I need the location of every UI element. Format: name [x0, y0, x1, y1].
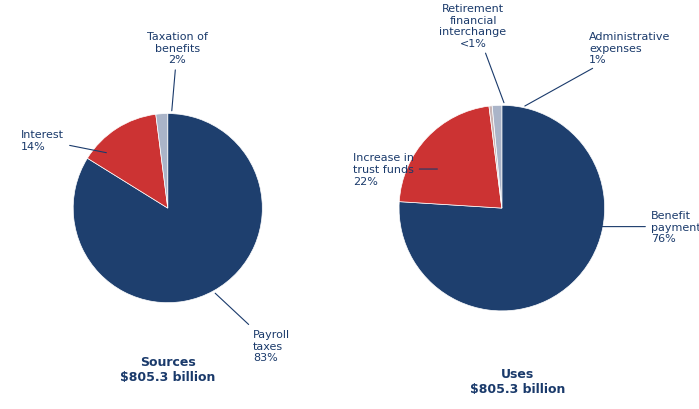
Wedge shape: [73, 114, 262, 303]
Wedge shape: [399, 106, 605, 311]
Text: Payroll
taxes
83%: Payroll taxes 83%: [215, 294, 290, 362]
Text: Railroad
Retirement
financial
interchange
<1%: Railroad Retirement financial interchang…: [440, 0, 507, 103]
Text: Interest
14%: Interest 14%: [21, 130, 106, 153]
Text: Sources
$805.3 billion: Sources $805.3 billion: [120, 355, 215, 383]
Text: Uses
$805.3 billion: Uses $805.3 billion: [470, 368, 565, 396]
Wedge shape: [156, 114, 168, 209]
Wedge shape: [492, 106, 502, 209]
Text: Increase in
trust funds
22%: Increase in trust funds 22%: [353, 153, 438, 186]
Text: Administrative
expenses
1%: Administrative expenses 1%: [525, 32, 670, 107]
Wedge shape: [87, 115, 168, 209]
Text: Benefit
payments
76%: Benefit payments 76%: [603, 211, 699, 244]
Wedge shape: [489, 106, 502, 209]
Wedge shape: [399, 107, 502, 209]
Text: Taxation of
benefits
2%: Taxation of benefits 2%: [147, 32, 208, 112]
